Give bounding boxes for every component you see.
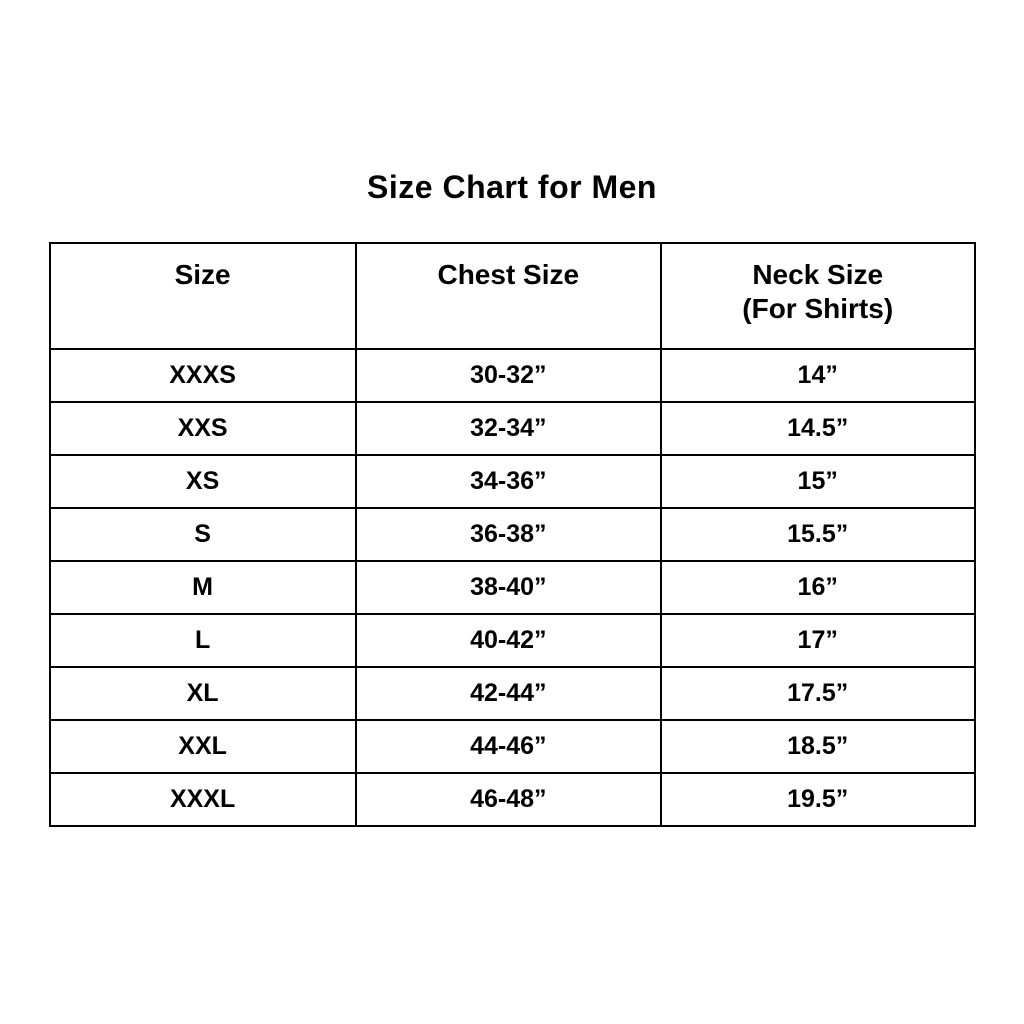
column-header-neck-label: Neck Size xyxy=(752,259,884,290)
size-chart-table: Size Chest Size Neck Size (For Shirts) X… xyxy=(48,242,976,827)
column-header-chest-label: Chest Size xyxy=(437,259,580,290)
table-row: XS 34-36” 15” xyxy=(48,454,976,509)
cell-neck: 19.5” xyxy=(659,772,976,827)
cell-size: L xyxy=(48,613,357,668)
cell-neck: 14” xyxy=(659,348,976,403)
table-row: XXXS 30-32” 14” xyxy=(48,348,976,403)
cell-size: S xyxy=(48,507,357,562)
cell-chest: 34-36” xyxy=(354,454,662,509)
table-row: S 36-38” 15.5” xyxy=(48,507,976,562)
table-row: XL 42-44” 17.5” xyxy=(48,666,976,721)
cell-chest: 42-44” xyxy=(354,666,662,721)
cell-size: XXXS xyxy=(48,348,357,403)
cell-chest: 40-42” xyxy=(354,613,662,668)
cell-size: XXL xyxy=(48,719,357,774)
table-row: XXXL 46-48” 19.5” xyxy=(48,772,976,827)
table-row: M 38-40” 16” xyxy=(48,560,976,615)
cell-size: XXXL xyxy=(48,772,357,827)
cell-size: XS xyxy=(48,454,357,509)
column-header-neck-sublabel: (For Shirts) xyxy=(742,293,894,324)
column-header-size-label: Size xyxy=(174,259,231,290)
cell-chest: 44-46” xyxy=(354,719,662,774)
cell-chest: 38-40” xyxy=(354,560,662,615)
cell-size: XXS xyxy=(48,401,357,456)
cell-chest: 36-38” xyxy=(354,507,662,562)
cell-neck: 18.5” xyxy=(659,719,976,774)
cell-neck: 17.5” xyxy=(659,666,976,721)
cell-chest: 46-48” xyxy=(354,772,662,827)
cell-neck: 14.5” xyxy=(659,401,976,456)
cell-size: M xyxy=(48,560,357,615)
table-row: XXS 32-34” 14.5” xyxy=(48,401,976,456)
column-header-size: Size xyxy=(48,242,357,350)
cell-neck: 15” xyxy=(659,454,976,509)
cell-neck: 17” xyxy=(659,613,976,668)
cell-neck: 16” xyxy=(659,560,976,615)
cell-size: XL xyxy=(48,666,357,721)
table-row: XXL 44-46” 18.5” xyxy=(48,719,976,774)
table-header-row: Size Chest Size Neck Size (For Shirts) xyxy=(48,242,976,350)
cell-chest: 32-34” xyxy=(354,401,662,456)
page-title: Size Chart for Men xyxy=(367,169,657,205)
column-header-neck: Neck Size (For Shirts) xyxy=(659,242,976,350)
column-header-chest: Chest Size xyxy=(354,242,662,350)
cell-neck: 15.5” xyxy=(659,507,976,562)
table-row: L 40-42” 17” xyxy=(48,613,976,668)
cell-chest: 30-32” xyxy=(354,348,662,403)
